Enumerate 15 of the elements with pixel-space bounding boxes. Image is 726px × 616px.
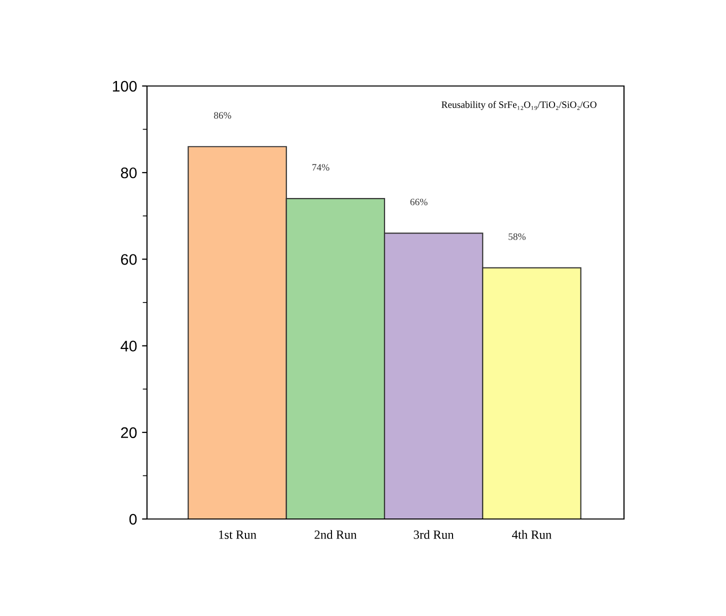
data-label: 58% bbox=[508, 233, 526, 240]
x-tick-label: 2nd Run bbox=[314, 530, 357, 539]
y-tick-label: 0 bbox=[129, 514, 137, 525]
y-tick-label: 40 bbox=[120, 340, 137, 352]
y-tick-label: 100 bbox=[112, 80, 137, 92]
data-label: 74% bbox=[312, 164, 330, 171]
text: Reusability of SrFe₁₂O₁₉/TiO₂/SiO₂/GO bbox=[442, 101, 596, 110]
x-tick-label: 1st Run bbox=[219, 530, 256, 539]
y-tick-label: 20 bbox=[121, 427, 137, 438]
y-tick-label: 80 bbox=[120, 167, 137, 178]
x-tick-label: 3rd Run bbox=[414, 530, 454, 539]
data-label: 66% bbox=[410, 198, 428, 206]
data-label: 86% bbox=[214, 112, 232, 119]
y-tick-label: 60 bbox=[121, 254, 137, 265]
x-tick-label: 4th Run bbox=[512, 530, 552, 539]
